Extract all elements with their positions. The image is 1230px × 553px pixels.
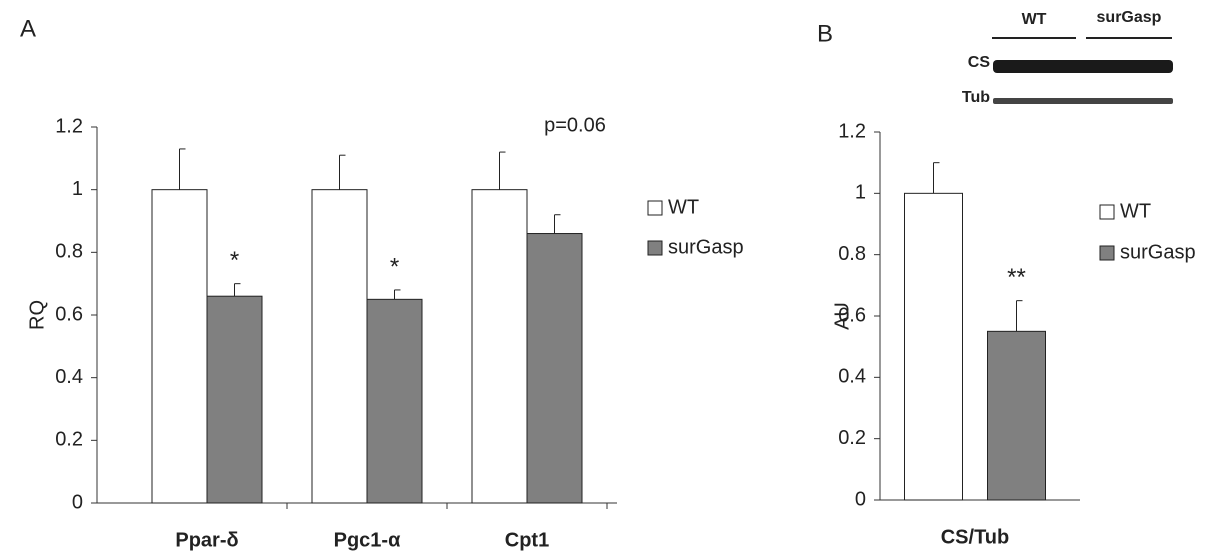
y-tick-label: 1.2 (55, 115, 83, 137)
y-tick-label: 0 (855, 488, 866, 510)
y-tick-label: 1 (72, 178, 83, 200)
y-tick-label: 0.6 (838, 304, 866, 326)
y-tick-label: 0.2 (838, 427, 866, 449)
legend-label: surGasp (1120, 241, 1196, 263)
y-tick-label: 1.2 (838, 120, 866, 142)
lane-label: WT (1022, 11, 1047, 28)
x-tick-label: CS/Tub (941, 526, 1010, 548)
y-axis-label: RQ (26, 300, 48, 330)
legend-label: WT (668, 196, 699, 218)
legend-swatch (647, 240, 663, 256)
y-tick-label: 0.2 (55, 429, 83, 451)
blot-band (993, 60, 1173, 73)
bar (526, 233, 583, 504)
y-tick-label: 1 (855, 182, 866, 204)
legend-swatch (1099, 204, 1115, 220)
legend-label: WT (1120, 200, 1151, 222)
bar (206, 295, 263, 504)
bar (987, 330, 1046, 501)
lane-label: surGasp (1097, 9, 1162, 26)
legend-swatch (647, 200, 663, 216)
x-tick-label: Cpt1 (505, 529, 549, 551)
panel-label: A (20, 15, 36, 42)
bar (471, 189, 528, 504)
y-tick-label: 0.4 (55, 366, 83, 388)
y-tick-label: 0.6 (55, 303, 83, 325)
x-tick-label: Ppar-δ (175, 529, 238, 551)
bar (904, 192, 963, 501)
y-tick-label: 0 (72, 491, 83, 513)
annotation: p=0.06 (544, 114, 606, 136)
y-tick-label: 0.4 (838, 366, 866, 388)
bar (311, 189, 368, 504)
y-axis-label: AU (831, 302, 853, 330)
y-tick-label: 0.8 (838, 243, 866, 265)
blot-band (993, 98, 1173, 104)
row-label: Tub (962, 89, 990, 106)
panel-label: B (817, 20, 833, 47)
y-tick-label: 0.8 (55, 241, 83, 263)
significance: * (390, 253, 399, 280)
significance: ** (1007, 264, 1026, 291)
western-blot: WT surGasp CS Tub (962, 9, 1173, 106)
bar (366, 298, 423, 504)
bar (151, 189, 208, 504)
legend-label: surGasp (668, 236, 744, 258)
legend-swatch (1099, 245, 1115, 261)
row-label: CS (968, 54, 991, 71)
significance: * (230, 247, 239, 274)
x-tick-label: Pgc1-α (334, 529, 401, 551)
